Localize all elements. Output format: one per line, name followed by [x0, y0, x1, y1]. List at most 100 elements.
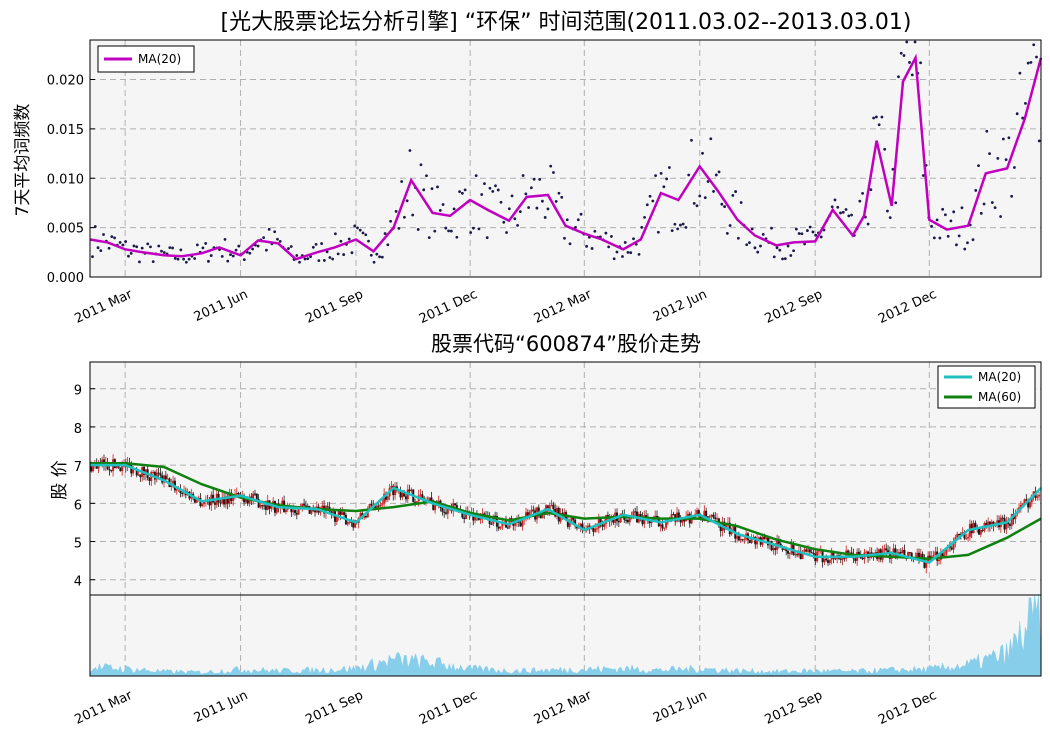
scatter-point [229, 253, 232, 257]
candle-body [958, 534, 961, 536]
ma20-line [89, 53, 1043, 261]
scatter-point [251, 247, 254, 251]
scatter-point [455, 235, 459, 239]
candle-body [850, 552, 853, 555]
candle-body [974, 522, 977, 528]
candle-body [352, 521, 355, 528]
candle-body [163, 475, 166, 483]
candle-body [1008, 524, 1011, 526]
candle-body [528, 511, 531, 516]
scatter-point [993, 206, 997, 210]
scatter-point [96, 246, 100, 250]
candle-body [115, 465, 118, 469]
scatter-point [640, 225, 644, 229]
scatter-point [714, 173, 718, 177]
scatter-point [557, 191, 561, 195]
candle-body [766, 537, 769, 546]
candle-body [379, 504, 382, 507]
candle-body [566, 519, 569, 527]
candle-body [201, 503, 204, 507]
scatter-point [930, 224, 933, 228]
chart-title: [光大股票论坛分析引擎] “环保” 时间范围(2011.03.02--2013.… [221, 10, 912, 35]
scatter-point [317, 259, 321, 263]
candle-body [756, 539, 759, 545]
scatter-point [102, 233, 105, 236]
candle-body [757, 537, 760, 540]
candle-body [130, 465, 133, 474]
scatter-point [234, 248, 238, 252]
scatter-point [427, 236, 431, 240]
candle-body [705, 510, 708, 517]
candle-body [404, 496, 407, 500]
scatter-point [684, 225, 688, 229]
scatter-point [311, 245, 315, 249]
scatter-point [129, 251, 133, 255]
scatter-point [149, 245, 152, 249]
scatter-point [201, 246, 205, 250]
scatter-point [1015, 112, 1019, 116]
scatter-point [673, 222, 677, 226]
candle-body [917, 552, 920, 560]
scatter-point [267, 227, 271, 231]
candle-body [803, 549, 806, 552]
scatter-point [565, 218, 569, 222]
scatter-point [491, 189, 495, 193]
candle-body [641, 517, 644, 525]
scatter-point [886, 209, 889, 213]
scatter-point [325, 250, 329, 254]
candle-body [483, 513, 486, 516]
candle-body [801, 551, 804, 560]
scatter-point [1001, 137, 1005, 141]
candle-body [919, 553, 922, 560]
scatter-point [1029, 60, 1033, 64]
candle-body [967, 536, 970, 539]
candle-body [108, 469, 111, 471]
scatter-point [273, 230, 277, 234]
scatter-point [971, 238, 975, 242]
candle-body [232, 497, 235, 501]
y-axis-label: 7天平均词频数 [13, 104, 33, 217]
candle-body [696, 510, 699, 514]
candle-body [244, 498, 247, 503]
scatter-point [706, 180, 710, 183]
scatter-point [358, 228, 362, 232]
scatter-point [761, 232, 765, 236]
candle-body [743, 539, 746, 541]
scatter-point [712, 190, 715, 193]
candle-body [765, 537, 768, 540]
scatter-point [607, 245, 611, 249]
candle-body [894, 548, 897, 555]
candle-body [155, 472, 158, 480]
scatter-point [1037, 139, 1041, 143]
scatter-point [869, 188, 873, 192]
scatter-point [378, 255, 381, 259]
scatter-point [872, 116, 876, 120]
scatter-point [692, 201, 696, 205]
candle-body [799, 551, 802, 560]
scatter-point [794, 227, 798, 231]
candle-body [883, 548, 886, 551]
candle-body [525, 512, 528, 519]
scatter-point [195, 243, 199, 247]
candle-body [1014, 514, 1017, 520]
scatter-point [748, 241, 751, 245]
candle-body [737, 536, 740, 541]
y-tick-label: 8 [74, 422, 82, 437]
candle-body [956, 534, 959, 538]
candle-body [568, 523, 571, 527]
candle-body [152, 471, 155, 473]
candle-body [304, 505, 307, 507]
scatter-point [745, 243, 749, 247]
candle-body [796, 554, 799, 556]
candle-body [532, 509, 535, 511]
scatter-point [615, 250, 619, 254]
candle-body [939, 551, 942, 561]
candle-body [708, 516, 711, 518]
candle-body [661, 524, 664, 529]
candle-body [843, 557, 846, 559]
scatter-point [113, 236, 116, 240]
candle-body [725, 524, 728, 530]
candle-body [477, 517, 480, 521]
x-tick-label: 2011 Sep [303, 688, 365, 728]
